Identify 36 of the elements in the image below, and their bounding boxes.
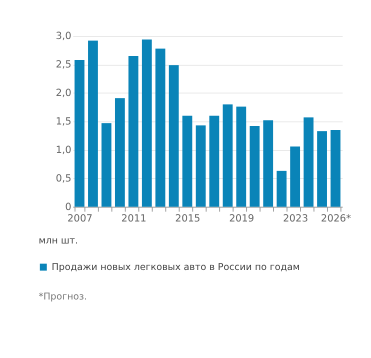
- bar: [74, 60, 84, 207]
- bar: [330, 130, 340, 207]
- bar: [263, 120, 274, 207]
- x-tick-label: 2011: [121, 214, 146, 225]
- bar: [102, 123, 112, 207]
- y-tick-label: 2,0: [56, 88, 72, 100]
- bar: [209, 116, 220, 207]
- bar: [142, 39, 152, 207]
- y-tick-label: 0,5: [56, 173, 72, 184]
- x-tick-label: 2015: [175, 214, 200, 225]
- bar: [88, 40, 98, 207]
- bar: [182, 116, 192, 207]
- y-tick-label: 2,5: [56, 60, 72, 71]
- bar: [196, 125, 206, 207]
- bar: [155, 48, 166, 207]
- bar: [168, 65, 179, 207]
- bar: [276, 170, 287, 207]
- y-tick-label: 3,0: [56, 31, 72, 42]
- bar: [114, 98, 125, 207]
- y-axis-title: млн шт.: [38, 236, 78, 247]
- y-tick-label: 1,0: [56, 144, 72, 156]
- y-tick-label: 1,5: [56, 116, 72, 128]
- legend-label: Продажи новых легковых авто в России по годам: [52, 262, 300, 273]
- bar: [222, 104, 233, 207]
- y-tick-label: 0: [65, 202, 72, 213]
- bar: [236, 106, 246, 207]
- bar: [317, 131, 327, 207]
- x-tick-label: 2023: [282, 214, 308, 225]
- x-tick-label: 2026*: [320, 214, 352, 225]
- bar: [250, 126, 260, 207]
- text: *Прогноз.: [38, 291, 88, 302]
- bar: [128, 56, 138, 207]
- bar: [304, 117, 314, 207]
- x-tick-label: 2019: [229, 214, 254, 225]
- bar: [290, 146, 300, 207]
- x-tick-label: 2007: [67, 214, 93, 225]
